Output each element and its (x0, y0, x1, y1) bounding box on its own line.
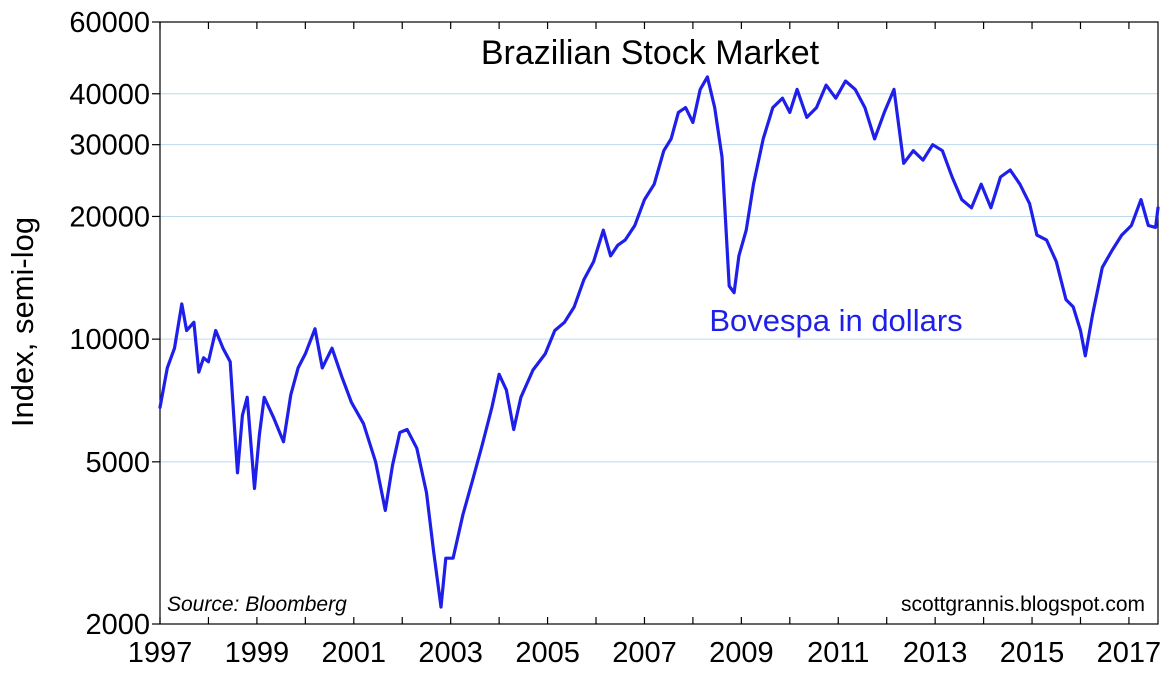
source-note: Source: Bloomberg (167, 593, 347, 616)
y-tick-label-10000: 10000 (69, 324, 150, 356)
x-tick-label-2011: 2011 (807, 637, 869, 669)
y-tick-label-5000: 5000 (85, 447, 150, 479)
chart-title: Brazilian Stock Market (481, 34, 820, 72)
x-tick-label-2009: 2009 (709, 637, 774, 669)
y-tick-label-60000: 60000 (69, 7, 150, 39)
x-tick-label-1999: 1999 (225, 637, 290, 669)
x-axis-ticks: 1997 1999 2001 2003 2005 2007 2009 2011 2013 2015… (128, 22, 1161, 669)
x-tick-label-2017: 2017 (1097, 637, 1162, 669)
y-tick-label-40000: 40000 (69, 79, 150, 111)
gridlines (160, 93, 1158, 463)
plot-frame (159, 21, 1159, 625)
x-tick-label-2001: 2001 (322, 637, 387, 669)
x-tick-label-2013: 2013 (903, 637, 968, 669)
x-tick-label-2003: 2003 (418, 637, 483, 669)
series-line-bovespa (158, 75, 1160, 609)
x-tick-label-2005: 2005 (515, 637, 580, 669)
y-tick-label-2000: 2000 (85, 609, 150, 641)
series-label-bovespa: Bovespa in dollars (709, 303, 962, 338)
y-tick-label-30000: 30000 (69, 130, 150, 162)
x-tick-label-1997: 1997 (128, 637, 193, 669)
y-axis-ticks: 2000 5000 10000 20000 30000 40000 60000 (69, 7, 160, 641)
y-tick-label-20000: 20000 (69, 201, 150, 233)
x-tick-label-2007: 2007 (612, 637, 677, 669)
y-axis-label: Index, semi-log (5, 217, 40, 427)
x-tick-label-2015: 2015 (1000, 637, 1065, 669)
credit-note: scottgrannis.blogspot.com (901, 593, 1145, 616)
